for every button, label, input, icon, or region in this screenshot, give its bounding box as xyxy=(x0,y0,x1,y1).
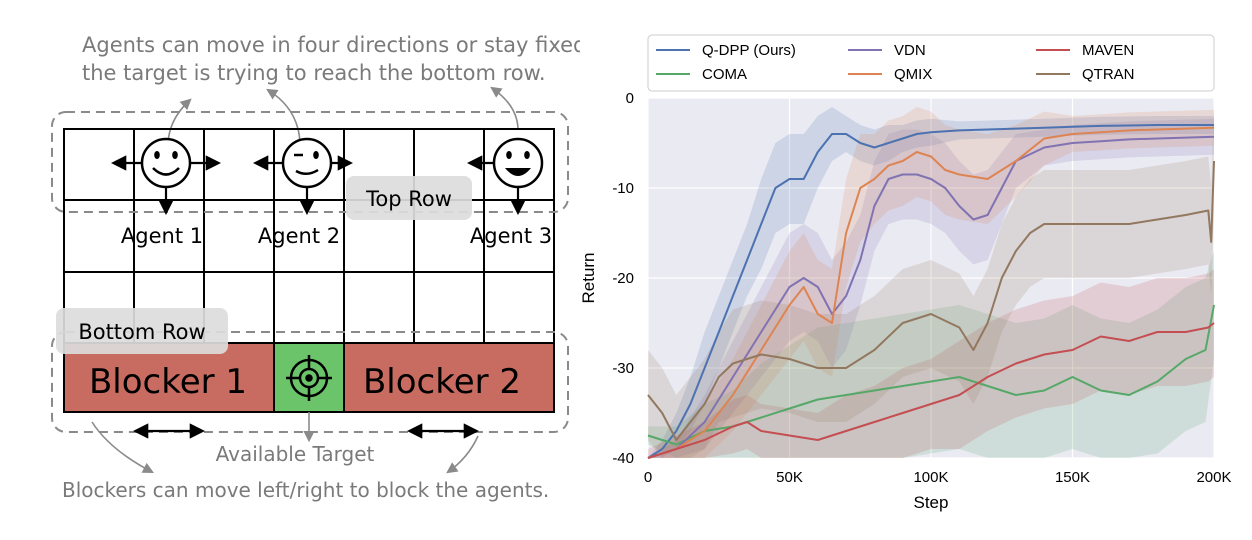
blocker-1-caption-arrow xyxy=(91,421,154,474)
maven-band xyxy=(648,269,1214,458)
x-axis-label: Step xyxy=(914,493,949,512)
x-tick-labels: 0 50K 100K 150K 200K xyxy=(644,469,1232,486)
legend-label-q-dpp-ours: Q-DPP (Ours) xyxy=(702,42,796,59)
y-tick-label: 0 xyxy=(626,90,634,107)
blocker-2-label: Blocker 2 xyxy=(363,362,521,402)
agent-3-move-arrows xyxy=(466,155,526,216)
y-tick-label: -40 xyxy=(612,450,634,467)
bottom-row-label: Bottom Row xyxy=(78,320,205,344)
bottom-row-label-box xyxy=(56,308,228,354)
caption-top-line2: the target is trying to reach the bottom… xyxy=(82,61,546,85)
y-tick-label: -10 xyxy=(612,180,634,197)
y-tick-labels: 0 -10 -20 -30 -40 xyxy=(612,90,634,467)
target-crosshair-icon xyxy=(286,355,332,401)
gridworld-diagram: Agents can move in four directions or st… xyxy=(51,33,580,502)
grid-lines xyxy=(647,97,1215,459)
qmix-line xyxy=(647,126,1215,459)
agent-2-label: Agent 2 xyxy=(258,224,340,248)
maven-line xyxy=(647,322,1215,459)
agent-2-move-arrows xyxy=(252,155,354,216)
series-lines xyxy=(647,124,1215,459)
coma-band xyxy=(648,251,1214,458)
x-tick-label: 0 xyxy=(644,469,652,486)
legend-label-qmix: QMIX xyxy=(894,66,932,83)
legend-label-qtran: QTRAN xyxy=(1082,66,1135,83)
blocker-2-cell xyxy=(344,343,554,412)
blocker-2-caption-arrow xyxy=(446,435,479,474)
agent-1-smiley-icon xyxy=(140,137,192,189)
legend: Q-DPP (Ours) COMA VDN QMIX MAVEN QTRAN xyxy=(656,42,1135,83)
q-dpp-ours-band xyxy=(648,107,1214,458)
blocker-1-label: Blocker 1 xyxy=(89,362,247,402)
caption-arrow-3 xyxy=(490,86,519,131)
q-dpp-ours-line xyxy=(647,124,1214,459)
qtran-band xyxy=(648,107,1214,458)
caption-bottom: Blockers can move left/right to block th… xyxy=(62,478,549,502)
legend-box xyxy=(647,34,1215,92)
legend-label-maven: MAVEN xyxy=(1082,42,1134,59)
top-row-label: Top Row xyxy=(365,187,452,211)
vdn-line xyxy=(647,135,1215,459)
top-row-label-box xyxy=(346,176,472,220)
agent-2-wink-icon xyxy=(281,137,333,189)
available-target-label: Available Target xyxy=(216,442,375,466)
x-tick-label: 50K xyxy=(776,469,803,486)
x-tick-label: 150K xyxy=(1055,469,1090,486)
blocker-1-cell xyxy=(64,343,274,412)
vdn-band xyxy=(648,118,1214,458)
y-tick-label: -20 xyxy=(612,270,634,287)
legend-label-coma: COMA xyxy=(702,66,747,83)
caption-top-line1: Agents can move in four directions or st… xyxy=(82,33,580,57)
agent-3-grin-icon xyxy=(492,137,544,189)
return-vs-step-chart: 0 50K 100K 150K 200K 0 -10 -20 -30 -40 Step Retu… xyxy=(579,34,1232,512)
agent-1-move-arrows xyxy=(110,155,222,216)
y-axis-label: Return xyxy=(579,252,598,303)
y-tick-label: -30 xyxy=(612,360,634,377)
legend-label-vdn: VDN xyxy=(894,42,926,59)
qtran-line xyxy=(647,160,1215,441)
caption-arrow-2 xyxy=(266,88,301,147)
confidence-bands xyxy=(648,107,1214,458)
agent-1-label: Agent 1 xyxy=(121,224,203,248)
agent-3-label: Agent 3 xyxy=(470,224,552,248)
x-tick-label: 100K xyxy=(913,469,948,486)
x-tick-label: 200K xyxy=(1196,469,1231,486)
